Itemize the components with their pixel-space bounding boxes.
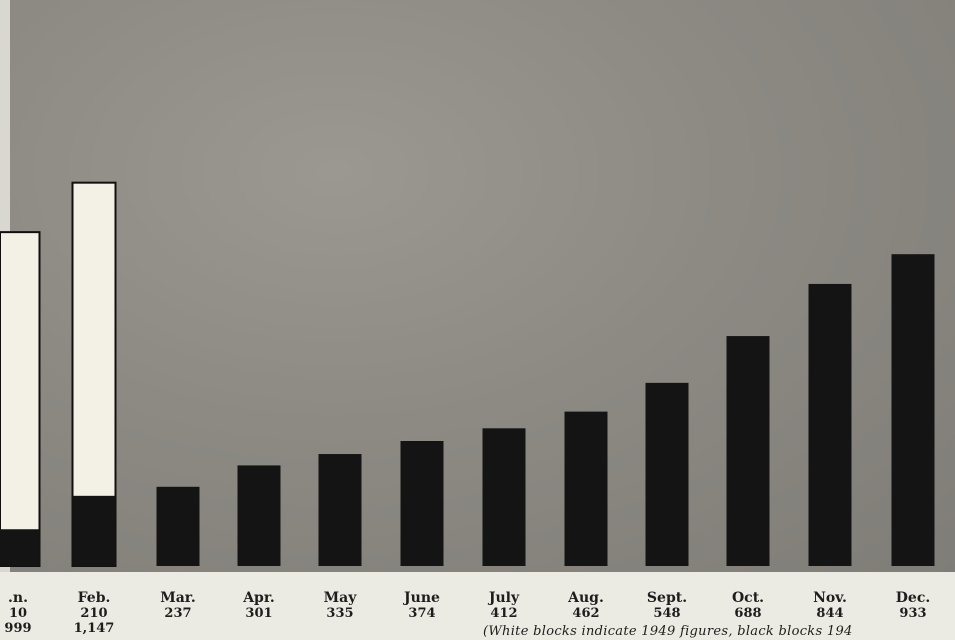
value-label-black: 10 (8, 606, 28, 621)
black-bar-1 (72, 495, 116, 566)
month-label: Apr. (243, 590, 275, 606)
month-label: Dec. (895, 590, 931, 606)
value-label-black: 548 (653, 606, 681, 621)
value-label-black: 335 (326, 606, 354, 621)
white-bar-0 (0, 231, 41, 568)
month-label: July (488, 590, 520, 606)
bar-chart (0, 181, 935, 568)
month-label: Nov. (813, 590, 847, 606)
black-bar-8 (645, 382, 689, 566)
black-bar-5 (400, 441, 444, 566)
black-bar-7 (564, 411, 608, 566)
value-label-black: 237 (164, 606, 192, 621)
value-label-black: 688 (734, 606, 762, 621)
value-label-black: 844 (816, 606, 844, 621)
month-label: Mar. (160, 590, 196, 606)
month-label: .n. (8, 590, 28, 606)
value-label-black: 374 (408, 606, 436, 621)
chart-note: (White blocks indicate 1949 figures, bla… (483, 624, 853, 639)
black-bar-3 (237, 465, 281, 566)
value-label-white: 1,147 (73, 621, 115, 636)
value-label-black: 933 (899, 606, 927, 621)
month-label: Aug. (568, 590, 604, 606)
black-bar-10 (808, 283, 852, 566)
black-bar-9 (726, 336, 770, 566)
black-bar-2 (156, 486, 200, 566)
month-label: May (323, 590, 357, 606)
value-label-black: 301 (245, 606, 273, 621)
black-bar-6 (482, 428, 526, 566)
black-bar-11 (891, 254, 935, 566)
black-bar-0 (0, 529, 40, 566)
value-label-black: 462 (572, 606, 600, 621)
month-label: Feb. (77, 590, 111, 606)
value-label-black: 210 (80, 606, 108, 621)
value-label-black: 412 (490, 606, 518, 621)
month-label: Sept. (646, 590, 688, 606)
value-label-white: 999 (4, 621, 32, 636)
black-bar-4 (318, 454, 362, 566)
chart-area (0, 0, 955, 572)
month-label: Oct. (731, 590, 765, 606)
month-label: June (404, 590, 440, 606)
